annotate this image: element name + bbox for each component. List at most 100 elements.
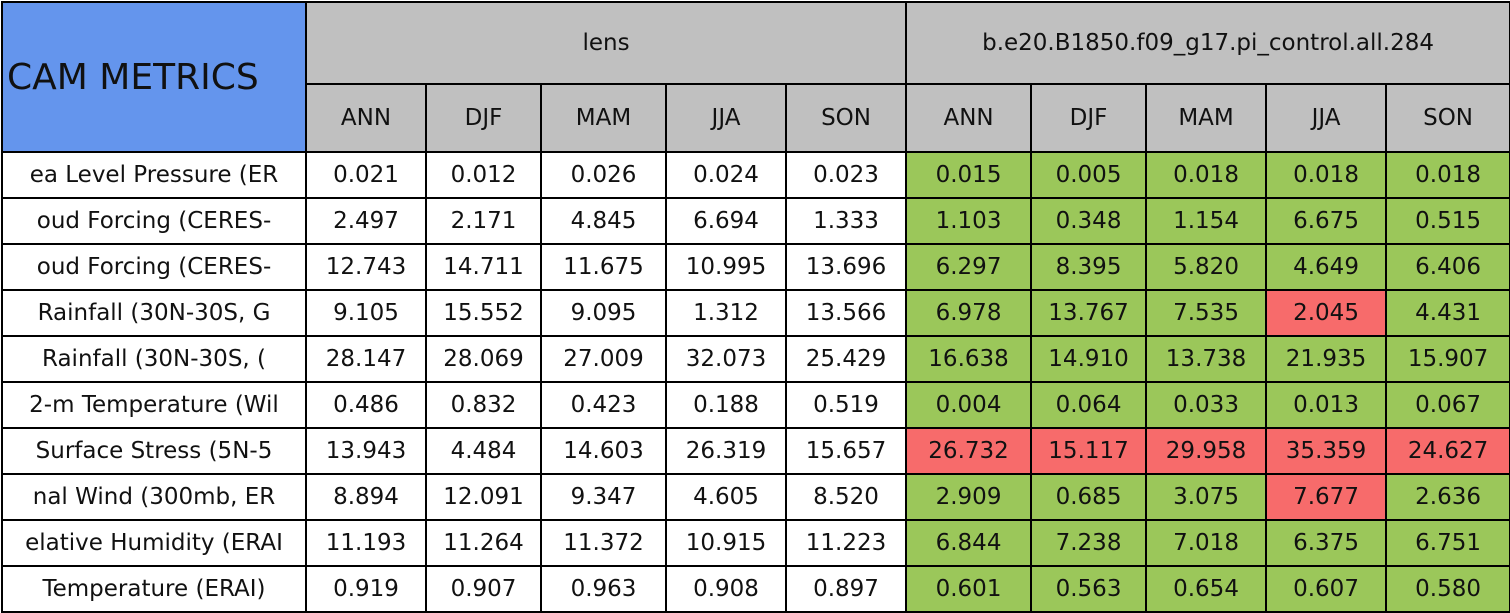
metric-cell: 0.012 xyxy=(425,151,542,199)
metric-cell: 7.677 xyxy=(1265,473,1388,521)
metric-cell: 0.919 xyxy=(305,565,427,613)
metric-cell: 12.743 xyxy=(305,243,427,291)
metric-cell: 10.915 xyxy=(665,519,787,567)
metric-cell: 6.751 xyxy=(1385,519,1510,567)
metric-cell: 1.154 xyxy=(1145,197,1268,245)
table-row: 2-m Temperature (Wil 0.486 0.832 0.423 0.188… xyxy=(1,381,1510,429)
table-row: oud Forcing (CERES- 2.497 2.171 4.845 6.694 1… xyxy=(1,197,1510,245)
season-header: MAM xyxy=(1145,83,1268,153)
metric-cell: 8.395 xyxy=(1030,243,1148,291)
metric-cell: 0.018 xyxy=(1385,151,1510,199)
season-header: ANN xyxy=(905,83,1033,153)
metric-cell: 26.732 xyxy=(905,427,1033,475)
season-header: MAM xyxy=(540,83,667,153)
metric-cell: 0.963 xyxy=(540,565,667,613)
metric-cell: 16.638 xyxy=(905,335,1033,383)
table-row: nal Wind (300mb, ER 8.894 12.091 9.347 4.605… xyxy=(1,473,1510,521)
group-header: lens xyxy=(304,1,908,85)
metric-cell: 26.319 xyxy=(665,427,787,475)
metric-cell: 0.486 xyxy=(305,381,427,429)
row-label: oud Forcing (CERES- xyxy=(1,243,307,291)
season-header: ANN xyxy=(305,83,427,153)
metric-cell: 32.073 xyxy=(665,335,787,383)
metric-cell: 9.095 xyxy=(540,289,667,337)
table-row: Rainfall (30N-30S, (28.147 28.069 27.009 32… xyxy=(1,335,1510,383)
metric-cell: 4.484 xyxy=(425,427,542,475)
metric-cell: 0.015 xyxy=(905,151,1033,199)
metric-cell: 4.605 xyxy=(665,473,787,521)
metric-cell: 0.018 xyxy=(1265,151,1388,199)
metric-cell: 2.636 xyxy=(1385,473,1510,521)
metric-cell: 35.359 xyxy=(1265,427,1388,475)
metric-cell: 0.897 xyxy=(784,565,908,613)
row-label: Rainfall (30N-30S, G xyxy=(1,289,307,337)
metric-cell: 6.694 xyxy=(665,197,787,245)
metric-cell: 15.907 xyxy=(1385,335,1510,383)
metric-cell: 3.075 xyxy=(1145,473,1268,521)
metric-cell: 0.188 xyxy=(665,381,787,429)
table-row: Temperature (ERAI) 0.919 0.907 0.963 0.908 0.… xyxy=(1,565,1510,613)
metric-cell: 0.580 xyxy=(1385,565,1510,613)
table-row: Rainfall (30N-30S, G 9.105 15.552 9.095 1.31… xyxy=(1,289,1510,337)
row-label: oud Forcing (CERES- xyxy=(1,197,307,245)
metric-cell: 7.535 xyxy=(1145,289,1268,337)
table-title: CAM METRICS xyxy=(1,1,307,153)
metric-cell: 10.995 xyxy=(665,243,787,291)
metric-cell: 15.117 xyxy=(1030,427,1148,475)
row-label: Rainfall (30N-30S, ( xyxy=(1,335,307,383)
metric-cell: 21.935 xyxy=(1265,335,1388,383)
metric-cell: 0.563 xyxy=(1030,565,1148,613)
metric-cell: 7.018 xyxy=(1145,519,1268,567)
metric-cell: 2.497 xyxy=(305,197,427,245)
metric-cell: 11.193 xyxy=(305,519,427,567)
group-header: b.e20.B1850.f09_g17.pi_control.all.284 xyxy=(905,1,1510,85)
metric-cell: 4.845 xyxy=(540,197,667,245)
metric-cell: 13.566 xyxy=(784,289,908,337)
metric-cell: 14.711 xyxy=(425,243,542,291)
metric-cell: 0.026 xyxy=(540,151,667,199)
metric-cell: 28.147 xyxy=(305,335,427,383)
row-label: ea Level Pressure (ER xyxy=(1,151,307,199)
metric-cell: 1.333 xyxy=(784,197,908,245)
row-label: 2-m Temperature (Wil xyxy=(1,381,307,429)
season-row: ANN DJF MAM JJA SON ANN DJF MAM JJA SON xyxy=(2,83,1510,153)
season-header: JJA xyxy=(1265,83,1388,153)
row-label: Temperature (ERAI) xyxy=(1,565,307,613)
metric-cell: 2.171 xyxy=(425,197,542,245)
metric-cell: 0.607 xyxy=(1265,565,1388,613)
metric-cell: 0.601 xyxy=(905,565,1033,613)
metric-cell: 13.696 xyxy=(784,243,908,291)
metric-cell: 6.978 xyxy=(905,289,1033,337)
metric-cell: 4.431 xyxy=(1385,289,1510,337)
metric-cell: 28.069 xyxy=(425,335,542,383)
metric-cell: 11.372 xyxy=(540,519,667,567)
metric-cell: 0.908 xyxy=(665,565,787,613)
season-header: SON xyxy=(1385,83,1510,153)
metric-cell: 8.520 xyxy=(784,473,908,521)
row-label: Surface Stress (5N-5 xyxy=(1,427,307,475)
metric-cell: 0.013 xyxy=(1265,381,1388,429)
metric-cell: 6.297 xyxy=(905,243,1033,291)
metric-cell: 12.091 xyxy=(425,473,542,521)
metric-cell: 0.907 xyxy=(425,565,542,613)
metric-cell: 0.519 xyxy=(784,381,908,429)
metric-cell: 15.657 xyxy=(784,427,908,475)
metric-cell: 0.423 xyxy=(540,381,667,429)
metric-cell: 2.909 xyxy=(905,473,1033,521)
metric-cell: 0.004 xyxy=(905,381,1033,429)
metric-cell: 0.832 xyxy=(425,381,542,429)
row-label: elative Humidity (ERAI xyxy=(1,519,307,567)
metric-cell: 13.767 xyxy=(1030,289,1148,337)
metric-cell: 24.627 xyxy=(1385,427,1510,475)
metric-cell: 14.603 xyxy=(540,427,667,475)
season-header: DJF xyxy=(1030,83,1148,153)
metric-cell: 0.023 xyxy=(784,151,908,199)
metric-cell: 6.844 xyxy=(905,519,1033,567)
metric-cell: 0.348 xyxy=(1030,197,1148,245)
metric-cell: 11.223 xyxy=(784,519,908,567)
metric-cell: 13.738 xyxy=(1145,335,1268,383)
metric-cell: 27.009 xyxy=(540,335,667,383)
metric-cell: 6.675 xyxy=(1265,197,1388,245)
